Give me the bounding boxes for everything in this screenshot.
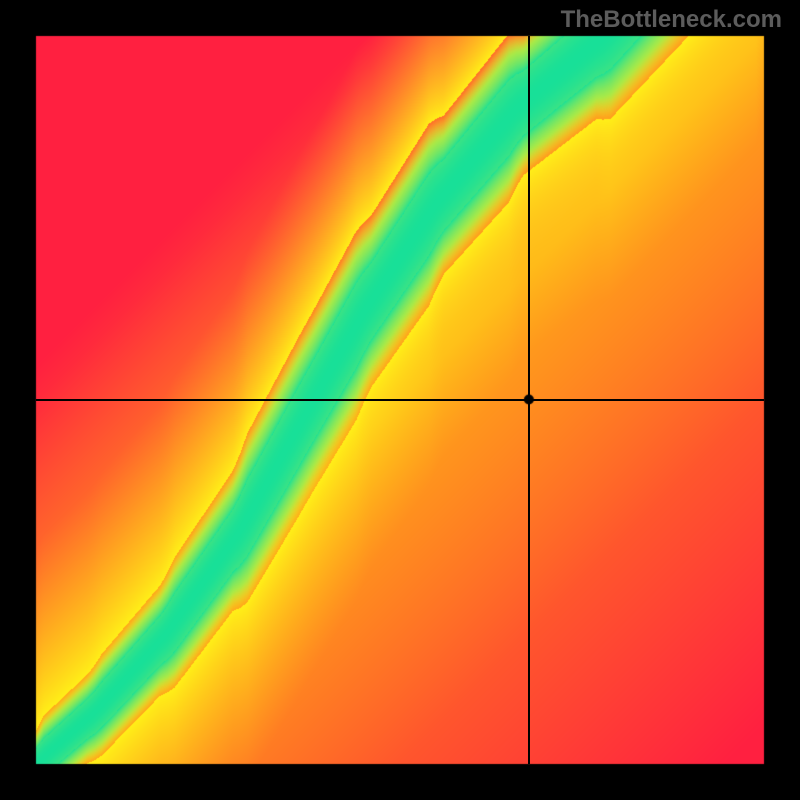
crosshair-horizontal [36,399,764,401]
crosshair-vertical [528,36,530,764]
chart-container: { "watermark": { "text": "TheBottleneck.… [0,0,800,800]
